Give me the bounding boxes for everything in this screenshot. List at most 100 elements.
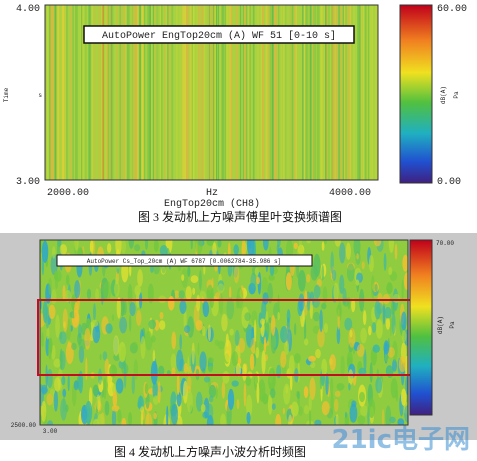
texture bbox=[309, 409, 312, 425]
texture bbox=[334, 398, 339, 412]
texture bbox=[293, 323, 297, 336]
texture bbox=[192, 287, 196, 295]
texture bbox=[329, 354, 336, 371]
texture bbox=[268, 367, 276, 392]
texture bbox=[345, 5, 347, 180]
texture bbox=[401, 311, 407, 331]
texture bbox=[153, 240, 159, 252]
texture bbox=[130, 5, 132, 180]
texture bbox=[360, 5, 363, 180]
texture bbox=[224, 5, 226, 180]
texture bbox=[56, 240, 61, 260]
texture bbox=[111, 408, 117, 425]
texture bbox=[103, 377, 107, 400]
colorbar-tick: 70.00 bbox=[436, 240, 454, 247]
texture bbox=[323, 5, 326, 180]
texture bbox=[304, 318, 307, 343]
texture bbox=[371, 322, 377, 333]
texture bbox=[227, 5, 229, 180]
texture bbox=[374, 283, 378, 293]
texture bbox=[139, 5, 141, 180]
texture bbox=[279, 5, 281, 180]
texture bbox=[145, 5, 148, 180]
texture bbox=[181, 5, 183, 180]
texture bbox=[391, 312, 396, 335]
texture bbox=[48, 343, 52, 360]
texture bbox=[295, 5, 298, 180]
texture bbox=[179, 299, 187, 314]
texture bbox=[303, 302, 308, 316]
texture bbox=[120, 297, 125, 317]
texture bbox=[152, 349, 156, 364]
texture bbox=[317, 328, 325, 348]
texture bbox=[212, 5, 215, 180]
texture bbox=[249, 353, 255, 371]
texture bbox=[247, 5, 249, 180]
texture bbox=[244, 312, 251, 322]
texture bbox=[231, 380, 239, 387]
texture bbox=[116, 297, 122, 319]
texture bbox=[310, 361, 316, 369]
texture bbox=[197, 342, 200, 356]
texture bbox=[48, 277, 52, 295]
texture bbox=[368, 5, 372, 180]
texture bbox=[144, 383, 149, 395]
texture bbox=[382, 304, 386, 325]
texture bbox=[203, 264, 206, 275]
texture bbox=[59, 5, 62, 180]
texture bbox=[147, 5, 150, 180]
texture bbox=[235, 363, 241, 377]
texture bbox=[41, 240, 49, 263]
title-box bbox=[83, 25, 355, 44]
texture bbox=[384, 307, 392, 319]
texture bbox=[321, 358, 328, 377]
texture bbox=[195, 391, 203, 412]
texture bbox=[200, 403, 206, 413]
texture bbox=[308, 355, 316, 362]
texture bbox=[256, 382, 260, 404]
texture bbox=[152, 5, 154, 180]
texture bbox=[355, 279, 360, 286]
texture bbox=[336, 383, 345, 391]
y-tick-label: 4.00 bbox=[16, 4, 40, 15]
texture bbox=[313, 311, 320, 322]
texture bbox=[199, 351, 207, 372]
texture bbox=[346, 263, 355, 282]
texture bbox=[289, 374, 293, 391]
texture bbox=[84, 5, 87, 180]
texture bbox=[151, 5, 154, 180]
texture bbox=[187, 316, 195, 338]
texture bbox=[351, 298, 356, 313]
texture bbox=[191, 5, 193, 180]
texture bbox=[404, 405, 408, 423]
texture bbox=[394, 243, 398, 260]
texture bbox=[389, 313, 392, 337]
texture bbox=[178, 290, 185, 299]
texture bbox=[92, 303, 96, 321]
texture bbox=[207, 324, 211, 342]
texture bbox=[137, 5, 139, 180]
texture bbox=[115, 240, 122, 257]
texture bbox=[339, 242, 346, 264]
texture bbox=[343, 5, 346, 180]
texture bbox=[348, 369, 354, 385]
texture bbox=[208, 5, 210, 180]
texture bbox=[52, 5, 55, 180]
texture bbox=[270, 314, 276, 336]
texture bbox=[270, 388, 276, 399]
colorbar-label: dB(A) bbox=[440, 86, 447, 104]
colorbar bbox=[409, 239, 433, 416]
watermark: 21ic电子网 bbox=[331, 425, 470, 455]
texture bbox=[369, 362, 373, 383]
texture bbox=[179, 5, 181, 180]
texture bbox=[64, 5, 66, 180]
texture bbox=[344, 317, 353, 331]
texture bbox=[282, 5, 285, 180]
texture bbox=[217, 5, 220, 180]
texture bbox=[368, 254, 374, 273]
texture bbox=[176, 373, 180, 396]
texture bbox=[53, 390, 59, 412]
caption: 图 4 发动机上方噪声小波分析时频图 bbox=[114, 444, 306, 459]
texture bbox=[252, 5, 255, 180]
texture bbox=[58, 5, 60, 180]
